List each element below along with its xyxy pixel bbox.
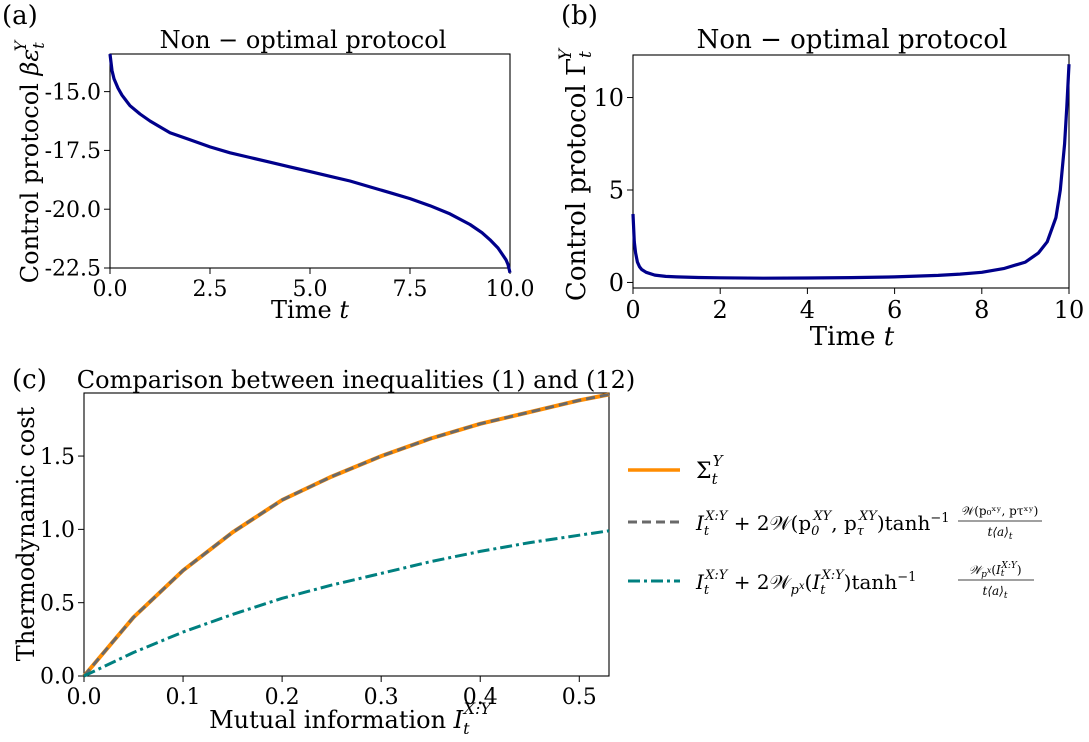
legend-item-wasserstein: ItX:Y + 2𝒲(p0XY, pτXY)tanh−1 𝒲(p₀ˣʸ, pτˣ… bbox=[628, 504, 1042, 542]
legend-item-wasserstein-px: ItX:Y + 2𝒲px(ItX:Y)tanh−1 𝒲px(ItX:Y) t⟨a… bbox=[628, 561, 1034, 601]
panel-a: (a) Non − optimal protocol 0.0 2.5 5.0 7.5 1… bbox=[2, 1, 534, 324]
panel-c-axes: 0.0 0.1 0.2 0.3 0.4 0.5 0.0 0.5 1.0 1.5 bbox=[40, 445, 597, 710]
legend-label-sigma: ΣtY bbox=[696, 452, 725, 488]
legend-label-wasserstein-px: ItX:Y + 2𝒲px(ItX:Y)tanh−1 bbox=[695, 568, 916, 598]
x-tick-label-c-5: 0.5 bbox=[562, 685, 597, 710]
panel-b-xlabel: Time t bbox=[810, 322, 895, 352]
panel-a-axes: 0.0 2.5 5.0 7.5 10.0 -15.0 -17.5 -20.0 -22.5 bbox=[45, 80, 535, 302]
legend-frac2-num: 𝒲(p₀ˣʸ, pτˣʸ) bbox=[962, 504, 1039, 518]
x-tick-label-c-4: 0.4 bbox=[463, 685, 498, 710]
panel-a-plot bbox=[108, 53, 512, 274]
panel-b-plot bbox=[631, 64, 1071, 280]
series-line-b-0 bbox=[631, 64, 1071, 280]
series-line-c-2 bbox=[83, 529, 610, 678]
x-tick-label-c-2: 0.2 bbox=[265, 685, 300, 710]
panel-b-title: Non − optimal protocol bbox=[697, 25, 1008, 55]
x-tick-label-a-1: 2.5 bbox=[193, 277, 228, 302]
y-tick-label-b-2: 10 bbox=[593, 84, 624, 112]
x-tick-label-c-1: 0.1 bbox=[166, 685, 201, 710]
x-tick-label-a-4: 10.0 bbox=[486, 277, 535, 302]
legend-frac3-num: 𝒲px(ItX:Y) bbox=[969, 561, 1022, 580]
panel-c-frame bbox=[83, 392, 610, 677]
y-tick-label-b-0: 0 bbox=[609, 269, 624, 297]
legend-label-wasserstein: ItX:Y + 2𝒲(p0XY, pτXY)tanh−1 bbox=[695, 509, 950, 539]
series-line-a-0 bbox=[108, 53, 512, 274]
panel-a-xlabel: Time t bbox=[271, 296, 349, 324]
y-tick-label-c-0: 0.0 bbox=[40, 665, 75, 690]
panel-a-frame bbox=[109, 53, 511, 269]
x-tick-label-b-1: 2 bbox=[713, 296, 728, 324]
panel-a-ylabel: Control protocol βεtY bbox=[11, 39, 48, 283]
legend-frac2-den: t⟨a⟩t bbox=[988, 525, 1013, 542]
x-tick-label-b-3: 6 bbox=[887, 296, 902, 324]
panel-b-frame bbox=[632, 54, 1070, 289]
panel-b-ylabel: Control protocol ΓtY bbox=[556, 47, 596, 301]
panel-a-title: Non − optimal protocol bbox=[160, 26, 447, 54]
panel-a-label: (a) bbox=[2, 1, 38, 31]
y-tick-label-c-1: 0.5 bbox=[40, 591, 75, 616]
y-tick-label-a-3: -22.5 bbox=[45, 257, 101, 282]
series-line-c-1 bbox=[82, 393, 610, 677]
x-tick-label-a-3: 7.5 bbox=[393, 277, 428, 302]
panel-c-ylabel: Thermodynamic cost bbox=[12, 406, 40, 661]
x-tick-label-b-5: 10 bbox=[1054, 296, 1085, 324]
y-tick-label-a-2: -20.0 bbox=[45, 198, 101, 223]
x-tick-label-b-4: 8 bbox=[974, 296, 989, 324]
x-tick-label-a-2: 5.0 bbox=[293, 277, 328, 302]
x-tick-label-a-0: 0.0 bbox=[93, 277, 128, 302]
legend: ΣtY ItX:Y + 2𝒲(p0XY, pτXY)tanh−1 𝒲(p₀ˣʸ,… bbox=[628, 452, 1042, 601]
x-tick-label-c-0: 0.0 bbox=[67, 685, 102, 710]
panel-c-label: (c) bbox=[12, 365, 47, 395]
panel-b-axes: 0 2 4 6 8 10 0 5 10 bbox=[593, 84, 1084, 324]
panel-b-label: (b) bbox=[561, 1, 598, 31]
y-tick-label-c-3: 1.5 bbox=[40, 445, 75, 470]
panel-b: (b) Non − optimal protocol 0 2 4 6 8 10 0 5 10 C… bbox=[556, 1, 1084, 352]
panel-c: (c) Comparison between inequalities (1) … bbox=[12, 365, 1042, 738]
y-tick-label-b-1: 5 bbox=[609, 176, 624, 204]
legend-frac3-den: t⟨a⟩t bbox=[983, 584, 1008, 601]
panel-c-plot bbox=[82, 392, 610, 678]
x-tick-label-b-2: 4 bbox=[800, 296, 815, 324]
y-tick-label-a-1: -17.5 bbox=[45, 139, 101, 164]
series-line-c-0 bbox=[82, 392, 610, 678]
x-tick-label-b-0: 0 bbox=[625, 296, 640, 324]
panel-c-title: Comparison between inequalities (1) and … bbox=[77, 366, 635, 394]
x-tick-label-c-3: 0.3 bbox=[364, 685, 399, 710]
y-tick-label-c-2: 1.0 bbox=[40, 518, 75, 543]
legend-item-sigma: ΣtY bbox=[628, 452, 725, 488]
y-tick-label-a-0: -15.0 bbox=[45, 80, 101, 105]
panel-c-xlabel: Mutual information ItX:Y bbox=[209, 699, 492, 738]
